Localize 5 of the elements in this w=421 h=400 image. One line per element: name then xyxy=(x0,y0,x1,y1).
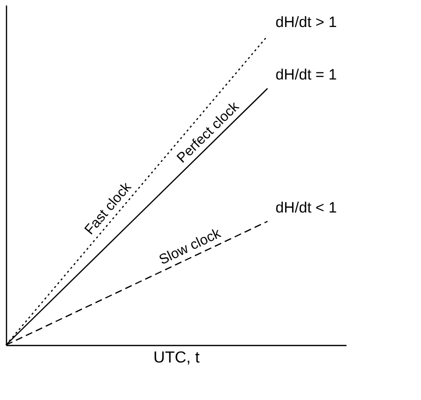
text: Slow clock xyxy=(156,224,224,268)
text: dH/dt > 1 xyxy=(276,14,337,31)
annotation: dH/dt < 1 xyxy=(276,199,337,216)
annotation: dH/dt = 1 xyxy=(276,66,337,84)
x-axis-title: UTC, t xyxy=(153,350,200,366)
